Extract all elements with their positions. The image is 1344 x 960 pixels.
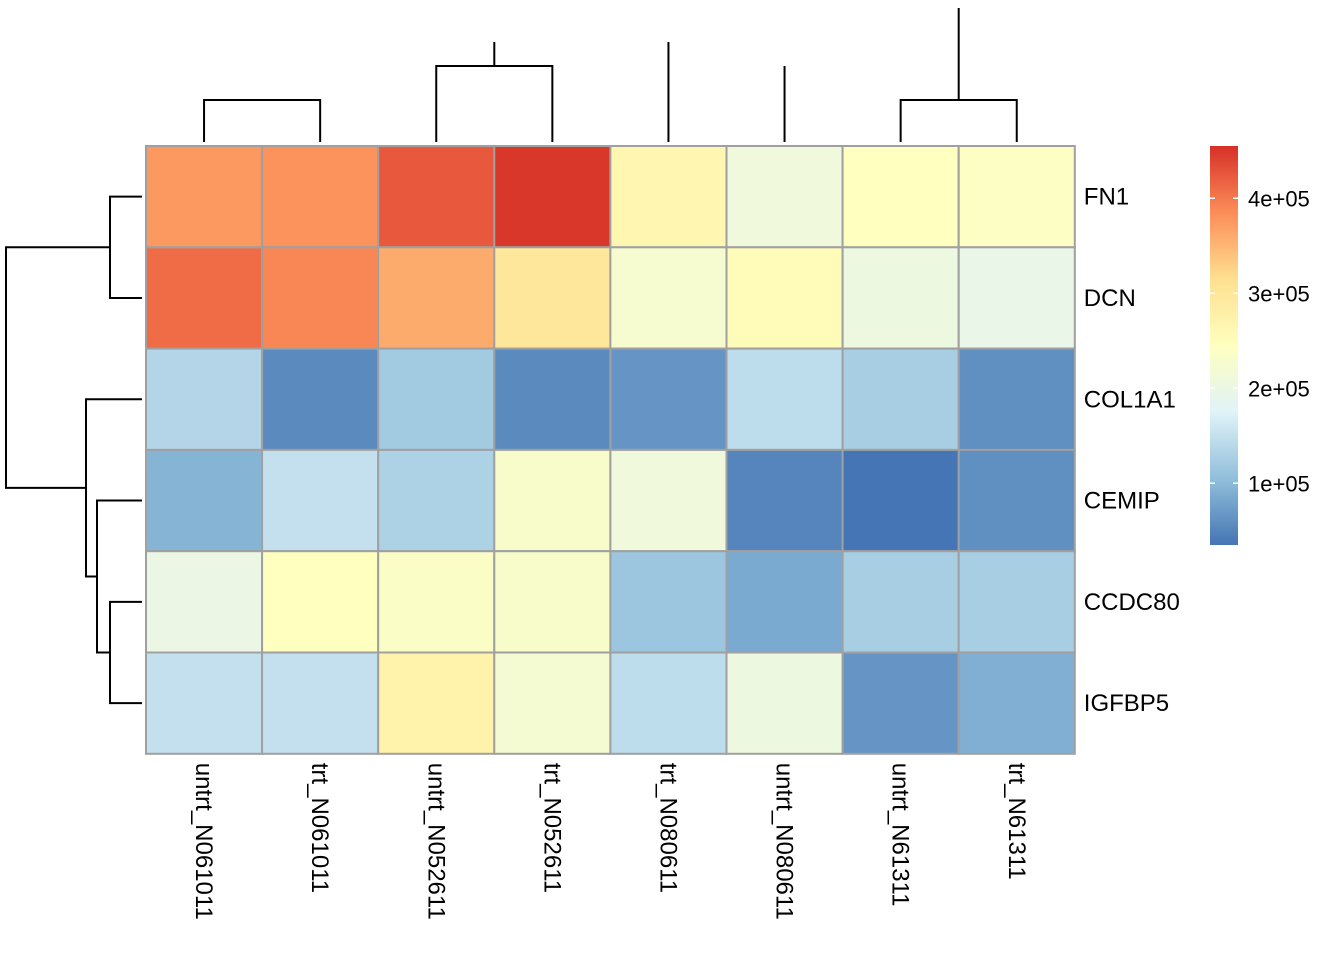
column-dendrogram [203, 8, 1018, 142]
legend-tick-label: 4e+05 [1248, 186, 1310, 211]
heatmap-cell [841, 550, 960, 654]
row-dendrogram [5, 195, 142, 705]
row-label: IGFBP5 [1084, 690, 1169, 717]
heatmap-cell [725, 347, 844, 451]
heatmap-cell [609, 347, 728, 451]
heatmap-cell [493, 145, 612, 249]
heatmap-cell [377, 347, 496, 451]
heatmap-cell [725, 448, 844, 553]
column-label: trt_N052611 [538, 763, 565, 893]
heatmap-cell [609, 550, 728, 654]
row-dendrogram-branch [96, 499, 142, 654]
heatmap-cell [841, 145, 960, 249]
legend-tick-label: 1e+05 [1248, 471, 1310, 496]
heatmap-cell [261, 347, 380, 451]
heatmap-cell [145, 347, 264, 451]
heatmap-cell [957, 550, 1076, 654]
heatmap-cell [609, 246, 728, 350]
row-label: DCN [1084, 285, 1136, 312]
heatmap-cell [493, 448, 612, 553]
heatmap-cell [145, 246, 264, 350]
heatmap-cell [377, 246, 496, 350]
heatmap-cell [493, 651, 612, 755]
heatmap-cell [145, 145, 264, 249]
column-label: untrt_N061011 [190, 763, 217, 920]
heatmap-cell [841, 651, 960, 755]
heatmap-cell [493, 246, 612, 350]
heatmap-cell [957, 651, 1076, 755]
heatmap-cell [377, 145, 496, 249]
heatmap-cell [377, 550, 496, 654]
heatmap-cell [841, 246, 960, 350]
row-dendrogram-branch [109, 600, 142, 705]
column-label: untrt_N080611 [771, 763, 798, 920]
heatmap-cell [261, 246, 380, 350]
heatmap-cell [261, 448, 380, 553]
column-labels: untrt_N061011 trt_N061011 untrt_N052611 trt… [190, 763, 1030, 920]
column-label: untrt_N61311 [887, 763, 914, 907]
column-label: untrt_N052611 [422, 763, 449, 920]
heatmap-cell [957, 347, 1076, 451]
legend-tick-label: 3e+05 [1248, 281, 1310, 306]
heatmap-cell [145, 448, 264, 553]
row-label: CCDC80 [1084, 589, 1180, 616]
row-label: FN1 [1084, 184, 1129, 211]
row-label: CEMIP [1084, 488, 1160, 515]
row-labels: FN1 DCN COL1A1 CEMIP CCDC80 IGFBP5 [1084, 184, 1180, 718]
row-dendrogram-branch [109, 195, 142, 299]
legend-tick-label: 2e+05 [1248, 376, 1310, 401]
heatmap-cell [957, 145, 1076, 249]
heatmap-cell [609, 651, 728, 755]
heatmap-cell [609, 448, 728, 553]
column-label: trt_N061011 [306, 763, 333, 893]
heatmap-cell [261, 145, 380, 249]
color-legend-bar [1210, 146, 1238, 545]
heatmap-cell [493, 347, 612, 451]
column-dendrogram-branch [435, 65, 554, 142]
row-label: COL1A1 [1084, 386, 1176, 413]
heatmap-cell [261, 651, 380, 755]
heatmap-cell [841, 347, 960, 451]
heatmap-cell [725, 651, 844, 755]
heatmap-cell [841, 448, 960, 553]
heatmap-cells [145, 145, 1076, 755]
column-label: trt_N080611 [654, 763, 681, 893]
row-dendrogram-branch [85, 398, 142, 578]
heatmap-cell [725, 246, 844, 350]
row-dendrogram-branch [5, 246, 110, 489]
heatmap-cell [377, 448, 496, 553]
heatmap-cell [145, 550, 264, 654]
heatmap-cell [609, 145, 728, 249]
column-dendrogram-branch [203, 99, 322, 142]
color-legend: 1e+05 2e+05 3e+05 4e+05 [1210, 146, 1310, 545]
heatmap-cell [725, 550, 844, 654]
heatmap-cell [957, 448, 1076, 553]
column-dendrogram-branch [899, 99, 1018, 142]
column-label: trt_N61311 [1003, 763, 1030, 880]
heatmap-cell [957, 246, 1076, 350]
heatmap-cell [377, 651, 496, 755]
heatmap-cell [261, 550, 380, 654]
heatmap-cell [145, 651, 264, 755]
heatmap-cell [725, 145, 844, 249]
heatmap-cell [493, 550, 612, 654]
